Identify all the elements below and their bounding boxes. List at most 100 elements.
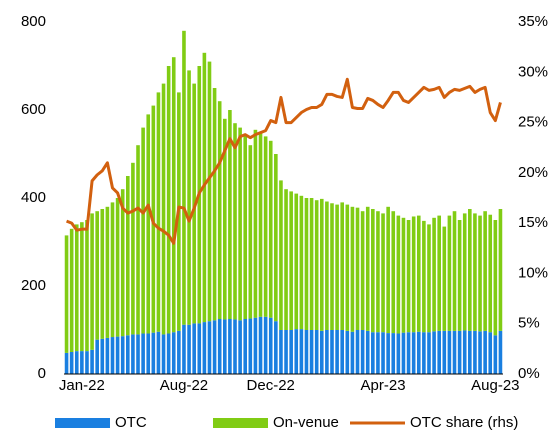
bar bbox=[166, 333, 171, 374]
bar bbox=[64, 235, 69, 353]
bar bbox=[115, 336, 120, 374]
bar bbox=[309, 330, 314, 374]
bar bbox=[462, 213, 467, 331]
bar bbox=[340, 330, 345, 374]
bar bbox=[330, 330, 334, 374]
bar bbox=[212, 320, 217, 374]
bar bbox=[406, 332, 411, 374]
bar bbox=[355, 330, 360, 374]
bar bbox=[85, 351, 89, 374]
bar bbox=[69, 352, 74, 374]
bar bbox=[263, 136, 268, 317]
bar bbox=[141, 127, 145, 334]
y2-tick-label: 5% bbox=[518, 315, 540, 332]
legend-label: OTC bbox=[115, 414, 147, 431]
bar bbox=[416, 215, 421, 332]
bar bbox=[161, 334, 166, 374]
bar bbox=[141, 333, 145, 374]
bar bbox=[478, 215, 482, 332]
bar bbox=[105, 337, 110, 374]
bar bbox=[452, 211, 457, 331]
bar bbox=[483, 330, 487, 374]
y2-tick-label: 15% bbox=[518, 214, 548, 231]
bar bbox=[217, 101, 222, 319]
bar bbox=[493, 335, 498, 374]
bar bbox=[120, 189, 125, 337]
bar bbox=[493, 220, 498, 336]
bar bbox=[437, 330, 441, 374]
bar bbox=[432, 331, 436, 374]
x-tick-label: Jan-22 bbox=[59, 377, 105, 394]
bar bbox=[416, 331, 421, 374]
bar bbox=[156, 92, 161, 332]
bar bbox=[146, 114, 151, 334]
bar bbox=[319, 198, 324, 331]
bar bbox=[212, 88, 217, 321]
bar bbox=[309, 198, 314, 330]
bar bbox=[238, 127, 242, 321]
bar bbox=[263, 316, 268, 374]
bar bbox=[171, 332, 176, 374]
bar bbox=[258, 132, 263, 317]
legend-label: OTC share (rhs) bbox=[410, 414, 518, 431]
bar bbox=[294, 193, 299, 330]
y2-tick-label: 35% bbox=[518, 13, 548, 30]
bar bbox=[217, 319, 222, 374]
bar bbox=[365, 330, 370, 374]
bar bbox=[447, 330, 452, 374]
bar bbox=[473, 213, 477, 331]
bar bbox=[488, 214, 493, 333]
bar bbox=[248, 318, 253, 374]
y-tick-label: 600 bbox=[21, 101, 46, 118]
bar bbox=[207, 321, 212, 374]
bar bbox=[473, 330, 477, 374]
bar bbox=[396, 215, 401, 334]
bar bbox=[161, 83, 166, 335]
bar bbox=[80, 351, 84, 374]
y-tick-label: 400 bbox=[21, 189, 46, 206]
bar bbox=[69, 228, 74, 352]
bar bbox=[325, 201, 329, 330]
bar bbox=[376, 332, 380, 374]
bar bbox=[274, 321, 278, 374]
y2-tick-label: 25% bbox=[518, 114, 548, 131]
bar bbox=[468, 330, 472, 374]
bar bbox=[335, 330, 339, 374]
y-tick-label: 200 bbox=[21, 277, 46, 294]
bar bbox=[228, 319, 232, 374]
bar bbox=[468, 209, 472, 331]
bar bbox=[258, 316, 263, 374]
bar bbox=[243, 319, 248, 374]
bar bbox=[330, 203, 334, 330]
bar bbox=[381, 213, 385, 333]
bar bbox=[452, 330, 457, 374]
y2-tick-label: 30% bbox=[518, 63, 548, 80]
bar bbox=[457, 330, 462, 374]
bar bbox=[238, 320, 242, 374]
bar bbox=[80, 222, 84, 352]
bar bbox=[391, 211, 396, 334]
bar bbox=[432, 217, 436, 332]
bar bbox=[350, 206, 355, 332]
bar bbox=[442, 330, 447, 374]
line bbox=[66, 77, 502, 245]
bar bbox=[156, 331, 161, 374]
bar bbox=[386, 333, 390, 374]
bar bbox=[74, 224, 79, 352]
bar bbox=[233, 319, 237, 374]
bar bbox=[498, 330, 503, 374]
bar bbox=[299, 329, 304, 374]
bar bbox=[381, 332, 385, 374]
y2-tick-label: 10% bbox=[518, 264, 548, 281]
y2-tick-label: 20% bbox=[518, 164, 548, 181]
bar bbox=[289, 191, 293, 330]
bar bbox=[100, 209, 105, 339]
bar bbox=[105, 206, 110, 338]
x-tick-label: Aug-22 bbox=[160, 377, 208, 394]
bar bbox=[171, 57, 176, 333]
bar bbox=[401, 332, 406, 374]
bar bbox=[166, 66, 171, 334]
bar bbox=[391, 333, 396, 374]
bar bbox=[422, 332, 426, 374]
